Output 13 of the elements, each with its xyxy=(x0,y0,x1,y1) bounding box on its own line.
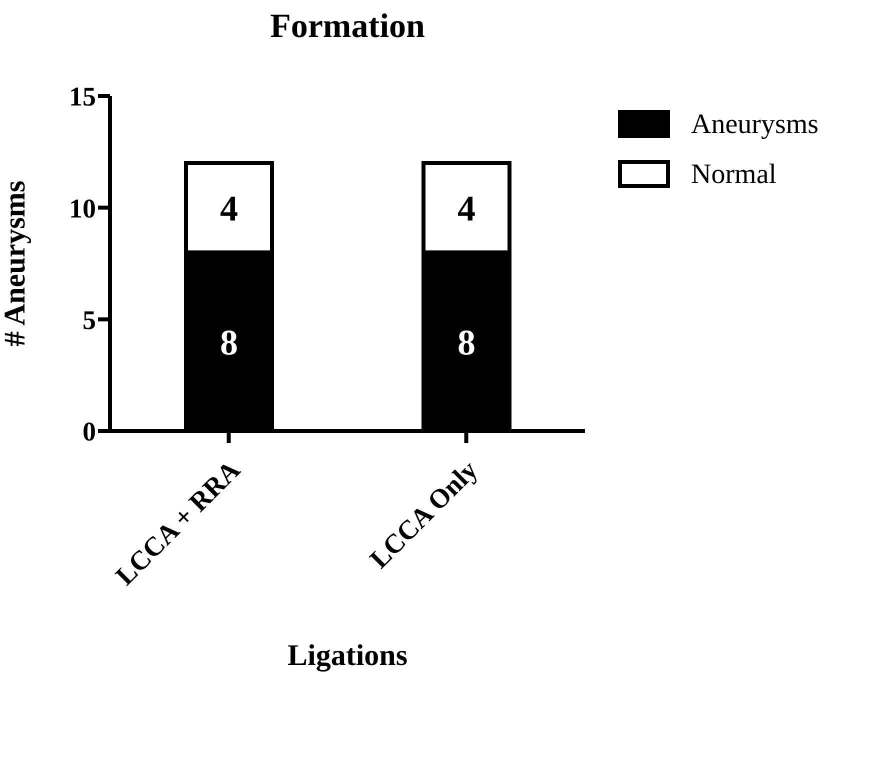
legend-label: Aneurysms xyxy=(691,109,819,141)
y-tick-label: 0 xyxy=(82,416,96,447)
y-tick-label: 10 xyxy=(69,193,96,224)
data-label: 8 xyxy=(220,322,238,362)
data-label: 4 xyxy=(220,188,238,228)
y-axis-title: # Aneurysms xyxy=(0,180,32,346)
y-tick-label: 5 xyxy=(82,304,96,335)
x-axis-title: Ligations xyxy=(287,639,408,672)
chart-title: Formation xyxy=(269,8,426,46)
data-label: 8 xyxy=(458,322,476,362)
y-tick-label: 15 xyxy=(69,82,96,112)
data-label: 4 xyxy=(458,188,476,228)
legend-label: Normal xyxy=(691,159,777,191)
